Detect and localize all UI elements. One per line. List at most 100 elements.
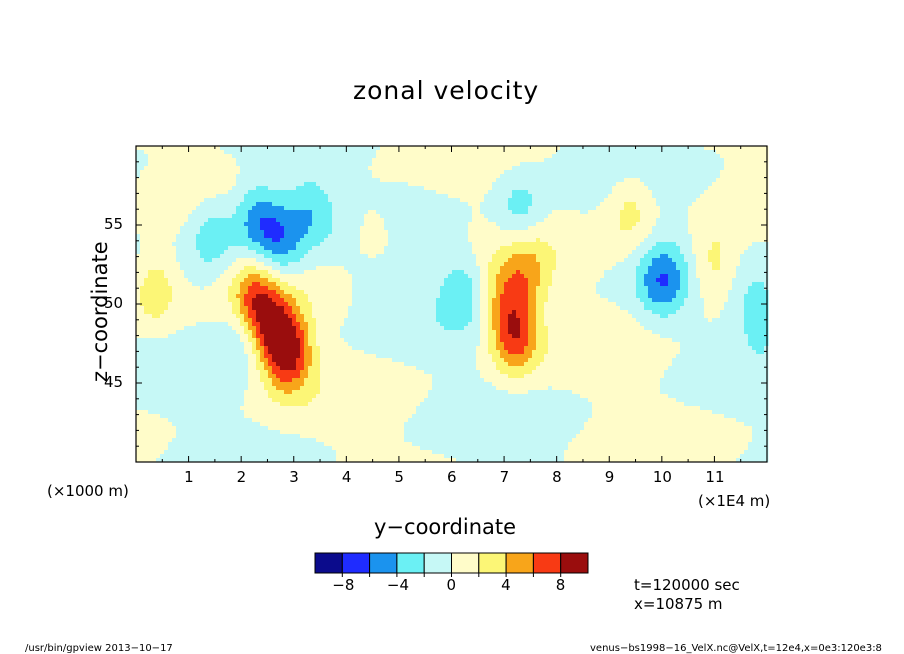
contour-cell [704, 250, 709, 255]
contour-cell [168, 166, 173, 171]
contour-cell [324, 246, 329, 251]
contour-cell [364, 178, 369, 183]
contour-cell [176, 270, 181, 275]
contour-cell [428, 262, 433, 267]
contour-cell [168, 210, 173, 215]
contour-cell [244, 202, 249, 207]
contour-cell [648, 222, 653, 227]
contour-cell [724, 146, 729, 151]
contour-cell [560, 186, 565, 191]
contour-cell [332, 270, 337, 275]
contour-cell [224, 246, 229, 251]
contour-cell [672, 166, 677, 171]
contour-cell [268, 230, 273, 235]
contour-cell [276, 258, 281, 263]
contour-cell [652, 158, 657, 163]
contour-cell [416, 194, 421, 199]
contour-cell [260, 174, 265, 179]
contour-cell [556, 158, 561, 163]
contour-cell [316, 254, 321, 259]
contour-cell [672, 202, 677, 207]
contour-cell [712, 262, 717, 267]
contour-cell [756, 258, 761, 263]
contour-cell [524, 158, 529, 163]
contour-cell [332, 158, 337, 163]
contour-cell [572, 266, 577, 271]
contour-cell [496, 210, 501, 215]
contour-cell [192, 150, 197, 155]
contour-cell [420, 190, 425, 195]
contour-cell [428, 186, 433, 191]
contour-cell [640, 214, 645, 219]
contour-cell [592, 218, 597, 223]
contour-cell [264, 202, 269, 207]
contour-cell [708, 174, 713, 179]
contour-cell [208, 242, 213, 247]
contour-cell [368, 202, 373, 207]
contour-cell [704, 210, 709, 215]
contour-cell [616, 238, 621, 243]
contour-cell [516, 146, 521, 151]
contour-cell [608, 194, 613, 199]
contour-cell [136, 190, 141, 195]
contour-cell [276, 242, 281, 247]
contour-cell [296, 266, 301, 271]
contour-cell [224, 202, 229, 207]
contour-cell [200, 238, 205, 243]
contour-cell [360, 262, 365, 267]
contour-cell [684, 230, 689, 235]
contour-cell [636, 182, 641, 187]
contour-cell [552, 158, 557, 163]
contour-cell [548, 162, 553, 167]
contour-cell [624, 174, 629, 179]
contour-cell [380, 154, 385, 159]
contour-cell [616, 222, 621, 227]
contour-cell [424, 210, 429, 215]
contour-cell [208, 234, 213, 239]
contour-cell [312, 242, 317, 247]
contour-cell [372, 258, 377, 263]
contour-cell [180, 158, 185, 163]
contour-cell [376, 218, 381, 223]
contour-cell [676, 210, 681, 215]
contour-cell [504, 258, 509, 263]
contour-cell [500, 262, 505, 267]
contour-cell [416, 226, 421, 231]
contour-cell [556, 246, 561, 251]
contour-cell [380, 190, 385, 195]
contour-cell [364, 218, 369, 223]
contour-cell [456, 190, 461, 195]
contour-cell [328, 210, 333, 215]
contour-cell [184, 166, 189, 171]
contour-cell [748, 258, 753, 263]
contour-cell [512, 262, 517, 267]
contour-cell [444, 174, 449, 179]
contour-cell [212, 158, 217, 163]
contour-cell [552, 254, 557, 259]
contour-cell [260, 186, 265, 191]
contour-cell [644, 158, 649, 163]
contour-cell [708, 226, 713, 231]
contour-cell [440, 214, 445, 219]
contour-cell [372, 150, 377, 155]
contour-cell [360, 186, 365, 191]
contour-cell [752, 162, 757, 167]
contour-cell [392, 166, 397, 171]
contour-cell [380, 242, 385, 247]
contour-cell [140, 238, 145, 243]
contour-cell [252, 246, 257, 251]
contour-cell [188, 254, 193, 259]
contour-cell [760, 182, 765, 187]
contour-cell [192, 218, 197, 223]
contour-cell [388, 218, 393, 223]
contour-cell [208, 198, 213, 203]
contour-cell [408, 254, 413, 259]
contour-cell [360, 246, 365, 251]
contour-cell [396, 258, 401, 263]
contour-cell [312, 226, 317, 231]
contour-cell [752, 258, 757, 263]
contour-cell [520, 166, 525, 171]
contour-cell [556, 174, 561, 179]
contour-cell [456, 158, 461, 163]
contour-cell [136, 262, 141, 267]
